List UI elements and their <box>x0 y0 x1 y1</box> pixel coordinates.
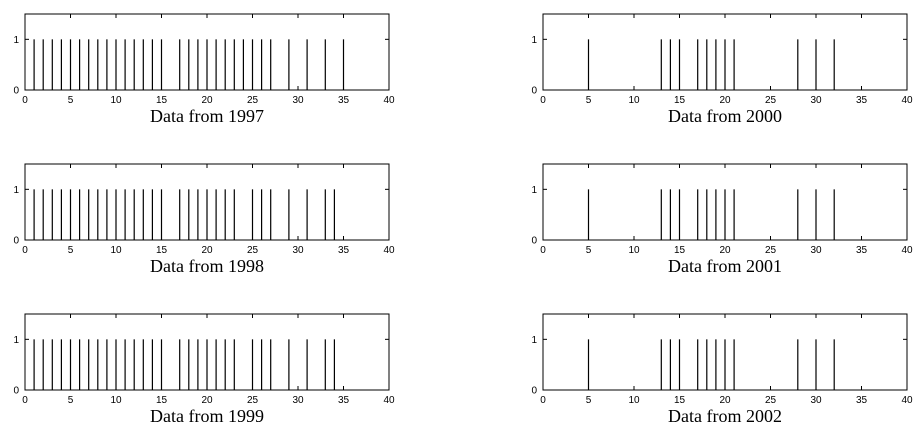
x-tick-label: 25 <box>247 245 259 256</box>
chart-title: Data from 1998 <box>150 256 264 276</box>
chart-panel: 0 5 10 15 20 25 30 35 40 0 1 Data from 1998 <box>13 163 395 276</box>
x-tick-label: 0 <box>540 395 546 406</box>
x-tick-label: 10 <box>110 245 122 256</box>
x-tick-label: 35 <box>856 395 868 406</box>
chart-title: Data from 2001 <box>668 256 782 276</box>
x-tick-label: 0 <box>22 95 28 106</box>
x-tick-label: 20 <box>201 245 213 256</box>
y-tick-label: 1 <box>13 335 19 346</box>
x-tick-label: 25 <box>765 95 777 106</box>
x-tick-label: 30 <box>292 95 304 106</box>
y-tick-label: 1 <box>531 185 537 196</box>
chart-title: Data from 2002 <box>668 406 782 426</box>
y-tick-label: 0 <box>13 236 19 247</box>
x-tick-label: 5 <box>586 245 592 256</box>
x-tick-label: 35 <box>338 95 350 106</box>
x-tick-label: 40 <box>901 395 913 406</box>
x-tick-label: 5 <box>586 395 592 406</box>
x-tick-label: 25 <box>765 395 777 406</box>
x-tick-label: 30 <box>810 95 822 106</box>
x-tick-label: 20 <box>719 95 731 106</box>
y-tick-label: 0 <box>531 386 537 397</box>
x-tick-label: 40 <box>901 95 913 106</box>
x-tick-label: 30 <box>810 245 822 256</box>
x-tick-label: 0 <box>540 245 546 256</box>
x-tick-label: 20 <box>201 95 213 106</box>
x-tick-label: 0 <box>540 95 546 106</box>
x-tick-label: 0 <box>22 245 28 256</box>
x-tick-label: 35 <box>856 245 868 256</box>
x-tick-label: 40 <box>383 245 395 256</box>
y-tick-label: 1 <box>13 35 19 46</box>
x-tick-label: 20 <box>719 395 731 406</box>
x-tick-label: 5 <box>586 95 592 106</box>
x-tick-label: 10 <box>628 245 640 256</box>
x-tick-label: 25 <box>247 95 259 106</box>
x-tick-label: 35 <box>856 95 868 106</box>
x-tick-label: 35 <box>338 395 350 406</box>
chart-panel: 0 5 10 15 20 25 30 35 40 0 1 Data from 1997 <box>13 13 395 126</box>
x-tick-label: 35 <box>338 245 350 256</box>
x-tick-label: 10 <box>628 95 640 106</box>
y-tick-label: 0 <box>13 386 19 397</box>
chart-panel: 0 5 10 15 20 25 30 35 40 0 1 Data from 1999 <box>13 313 395 426</box>
x-tick-label: 5 <box>68 395 74 406</box>
chart-panel: 0 5 10 15 20 25 30 35 40 0 1 Data from 2002 <box>531 313 913 426</box>
y-tick-label: 0 <box>13 86 19 97</box>
x-tick-label: 15 <box>156 95 168 106</box>
x-tick-label: 40 <box>901 245 913 256</box>
y-tick-label: 1 <box>13 185 19 196</box>
x-tick-label: 40 <box>383 395 395 406</box>
x-tick-label: 25 <box>765 245 777 256</box>
chart-title: Data from 2000 <box>668 106 782 126</box>
y-tick-label: 1 <box>531 35 537 46</box>
chart-panel: 0 5 10 15 20 25 30 35 40 0 1 Data from 2000 <box>531 13 913 126</box>
x-tick-label: 5 <box>68 245 74 256</box>
y-tick-label: 0 <box>531 236 537 247</box>
chart-panel: 0 5 10 15 20 25 30 35 40 0 1 Data from 2001 <box>531 163 913 276</box>
x-tick-label: 10 <box>110 395 122 406</box>
x-tick-label: 0 <box>22 395 28 406</box>
x-tick-label: 15 <box>674 95 686 106</box>
x-tick-label: 25 <box>247 395 259 406</box>
x-tick-label: 30 <box>292 245 304 256</box>
x-tick-label: 15 <box>156 395 168 406</box>
x-tick-label: 30 <box>810 395 822 406</box>
x-tick-label: 30 <box>292 395 304 406</box>
x-tick-label: 40 <box>383 95 395 106</box>
x-tick-label: 10 <box>628 395 640 406</box>
x-tick-label: 15 <box>674 395 686 406</box>
x-tick-label: 5 <box>68 95 74 106</box>
chart-title: Data from 1997 <box>150 106 264 126</box>
x-tick-label: 20 <box>719 245 731 256</box>
x-tick-label: 15 <box>674 245 686 256</box>
chart-title: Data from 1999 <box>150 406 264 426</box>
y-tick-label: 1 <box>531 335 537 346</box>
x-tick-label: 10 <box>110 95 122 106</box>
y-tick-label: 0 <box>531 86 537 97</box>
x-tick-label: 15 <box>156 245 168 256</box>
x-tick-label: 20 <box>201 395 213 406</box>
